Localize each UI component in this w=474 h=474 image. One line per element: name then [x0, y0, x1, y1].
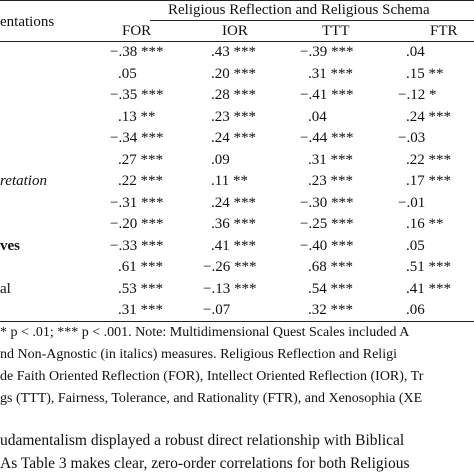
table-cell: −.44 *** — [300, 130, 354, 146]
table-cell: .11 ** — [211, 173, 248, 189]
row-label: retation — [0, 173, 47, 189]
table-cell: .24 *** — [211, 130, 256, 146]
table-cell: −.34 *** — [110, 130, 164, 146]
table-cell: −.01 — [398, 194, 426, 211]
table-cell: −.12 * — [398, 87, 437, 103]
table-cell: −.20 *** — [110, 216, 164, 232]
header-rule — [0, 41, 474, 42]
bottom-rule — [0, 321, 474, 322]
column-header: IOR — [222, 23, 248, 39]
table-cell: .06 — [406, 302, 425, 318]
table-cell: .22 *** — [118, 173, 163, 189]
group-header: Religious Reflection and Religious Schem… — [168, 2, 430, 18]
table-cell: .31 *** — [308, 151, 353, 168]
table-cell: −.38 *** — [110, 44, 164, 60]
table-cell: .24 *** — [406, 108, 451, 125]
table-cell: .15 ** — [406, 65, 444, 82]
table-cell: .22 *** — [406, 151, 451, 168]
table-cell: .43 *** — [211, 44, 256, 60]
table-cell: .31 *** — [118, 302, 163, 318]
table-cell: −.13 *** — [203, 280, 257, 297]
row-label: ves — [0, 237, 20, 254]
table-cell: .54 *** — [308, 280, 353, 297]
column-header: FOR — [122, 23, 152, 39]
table-cell: .05 — [406, 237, 425, 254]
table-cell: .32 *** — [308, 302, 353, 318]
table-cell: .41 *** — [211, 237, 256, 254]
table-cell: −.40 *** — [300, 237, 354, 254]
table-cell: .41 *** — [406, 280, 451, 297]
table-cell: .05 — [118, 65, 137, 82]
stub-header: entations — [0, 14, 55, 30]
table-cell: .53 *** — [118, 280, 163, 297]
table-cell: −.35 *** — [110, 87, 164, 103]
note-line: nd Non-Agnostic (in italics) measures. R… — [0, 347, 397, 362]
note-line: gs (TTT), Fairness, Tolerance, and Ratio… — [0, 391, 423, 406]
table-cell: −.26 *** — [203, 259, 257, 275]
table-cell: .31 *** — [308, 65, 353, 82]
table-cell: .04 — [406, 44, 425, 60]
table-cell: .16 ** — [406, 216, 444, 232]
note-line: * p < .01; *** p < .001. Note: Multidime… — [0, 325, 410, 340]
note-line: de Faith Oriented Reflection (FOR), Inte… — [0, 369, 424, 384]
table-cell: .68 *** — [308, 259, 353, 275]
column-header: TTT — [322, 23, 350, 39]
table-cell: .13 ** — [118, 108, 156, 125]
table-cell: .17 *** — [406, 173, 451, 189]
table-cell: .09 — [211, 151, 230, 168]
table-cell: .61 *** — [118, 259, 163, 275]
group-rule — [150, 20, 474, 21]
table-cell: −.31 *** — [110, 194, 164, 211]
table-cell: −.33 *** — [110, 237, 164, 254]
top-rule — [0, 0, 474, 1]
table-cell: .36 *** — [211, 216, 256, 232]
table-cell: −.41 *** — [300, 87, 354, 103]
table-cell: .20 *** — [211, 65, 256, 82]
table-cell: −.03 — [398, 130, 426, 146]
table-cell: −.30 *** — [300, 194, 354, 211]
body-line: udamentalism displayed a robust direct r… — [0, 432, 405, 449]
table-cell: .23 *** — [211, 108, 256, 125]
table-cell: .04 — [308, 108, 327, 125]
table-cell: −.25 *** — [300, 216, 354, 232]
table-cell: −.39 *** — [300, 44, 354, 60]
table-cell: −.07 — [203, 302, 231, 318]
body-line: As Table 3 makes clear, zero-order corre… — [0, 455, 410, 472]
table-cell: .28 *** — [211, 87, 256, 103]
table-cell: .24 *** — [211, 194, 256, 211]
table-cell: .51 *** — [406, 259, 451, 275]
row-label: al — [0, 280, 11, 297]
table-cell: .23 *** — [308, 173, 353, 189]
table-cell: .27 *** — [118, 151, 163, 168]
column-header: FTR — [430, 23, 458, 39]
